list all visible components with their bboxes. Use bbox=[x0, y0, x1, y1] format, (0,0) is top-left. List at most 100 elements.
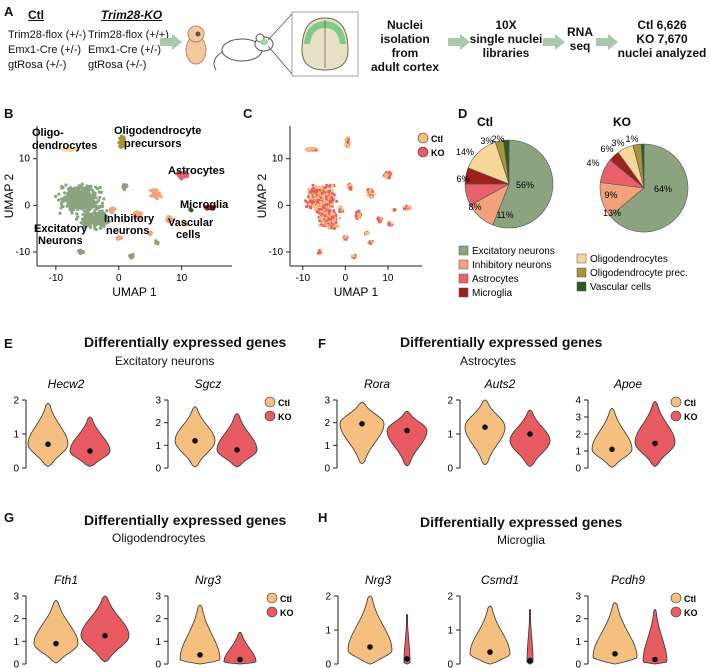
ctl-genotype-title: Ctl bbox=[28, 8, 44, 22]
violin-y-tick-label: 2 bbox=[324, 418, 330, 429]
panel-letter-h: H bbox=[318, 510, 328, 525]
violin-shape bbox=[339, 401, 385, 464]
umap-cell-point bbox=[84, 187, 88, 191]
violin-y-tick-label: 2 bbox=[447, 396, 453, 407]
workflow-step-line: libraries bbox=[482, 46, 530, 60]
umap-cell-point bbox=[133, 214, 137, 218]
umap-cell-point bbox=[153, 191, 157, 195]
ctl-genotype-line: Emx1-Cre (+/-) bbox=[8, 44, 82, 56]
ko-genotype-title: Trim28-KO bbox=[101, 8, 163, 22]
umap-cell-point bbox=[69, 198, 73, 203]
umap-cell-point bbox=[61, 204, 65, 209]
workflow-step-line: RNA bbox=[567, 25, 593, 39]
umap-cell-point bbox=[98, 195, 102, 199]
umap-cell-point bbox=[100, 210, 104, 214]
umap-cell-point bbox=[85, 217, 89, 221]
violin-shape bbox=[642, 609, 668, 665]
umap-cell-point bbox=[203, 205, 207, 209]
umap-cell-point bbox=[211, 206, 215, 210]
workflow-step-line: seq bbox=[569, 39, 591, 53]
legend-label: KO bbox=[684, 412, 698, 422]
violin-median-point bbox=[87, 448, 93, 454]
violin-median-point bbox=[612, 651, 618, 657]
panel-letter-a: A bbox=[4, 4, 14, 19]
umap-cell-point bbox=[90, 221, 94, 225]
umap-cell-point bbox=[110, 206, 114, 210]
umap-cell-point bbox=[91, 215, 95, 219]
violin-gene-label: Csmd1 bbox=[481, 573, 519, 587]
umap-cell-point bbox=[117, 235, 121, 239]
violin-gene-label: Auts2 bbox=[484, 377, 516, 391]
umap-cell-point bbox=[95, 219, 99, 223]
violin-median-point bbox=[102, 632, 108, 639]
violin-y-tick-label: 0 bbox=[575, 660, 581, 668]
violin-y-tick-label: 0 bbox=[447, 464, 453, 475]
umap-cell-point bbox=[78, 185, 82, 189]
arrow-icon bbox=[448, 34, 470, 50]
violin-shape bbox=[464, 399, 506, 465]
legend-swatch bbox=[264, 410, 276, 422]
violin-median-point bbox=[234, 447, 240, 453]
violin-shape bbox=[591, 408, 633, 468]
umap-cell-point bbox=[66, 196, 70, 200]
umap-cell-point bbox=[89, 218, 93, 222]
umap-cell-point bbox=[74, 186, 78, 190]
umap-cell-point bbox=[92, 221, 96, 225]
violin-median-point bbox=[404, 427, 410, 434]
umap-cell-point bbox=[102, 224, 106, 228]
workflow-step-line: Nuclei isolation bbox=[380, 18, 430, 46]
umap-cell-point bbox=[84, 193, 88, 197]
violin-y-tick-label: 2 bbox=[575, 430, 581, 441]
legend-label: KO bbox=[684, 608, 698, 618]
umap-cell-point bbox=[149, 188, 153, 193]
violin-y-tick-label: 4 bbox=[575, 396, 581, 407]
violin-y-tick-label: 3 bbox=[575, 592, 581, 603]
violin-y-tick-label: 1 bbox=[325, 626, 331, 637]
umap-cell-point bbox=[67, 202, 71, 206]
violin-shape bbox=[469, 605, 511, 665]
panel-letter-d: D bbox=[458, 106, 468, 121]
umap-cell-point bbox=[98, 226, 102, 230]
umap-cell-point bbox=[179, 171, 183, 175]
violin-median-point bbox=[487, 649, 493, 655]
violin-shape bbox=[216, 413, 258, 468]
workflow-step-nuclei-isolation: Nuclei isolation from adult cortex bbox=[362, 18, 448, 74]
umap-cell-point bbox=[155, 193, 159, 197]
violin-median-point bbox=[404, 656, 410, 662]
umap-cell-point bbox=[102, 197, 106, 201]
legend-swatch bbox=[670, 606, 682, 618]
arrow-icon bbox=[596, 34, 618, 50]
umap-cell-point bbox=[79, 221, 83, 225]
umap-cell-point bbox=[60, 184, 64, 188]
ko-genotype-line: Trim28-flox (+/+) bbox=[88, 29, 169, 41]
umap-cell-point bbox=[64, 183, 68, 187]
umap-cell-point bbox=[93, 191, 97, 195]
violin-median-point bbox=[652, 656, 658, 663]
umap-cell-point bbox=[152, 193, 156, 197]
legend-swatch bbox=[266, 592, 278, 604]
violin-y-tick-label: 1 bbox=[575, 637, 581, 648]
violin-gene-label: Nrg3 bbox=[195, 573, 221, 587]
umap-cell-point bbox=[58, 211, 62, 215]
violin-y-tick-label: 2 bbox=[575, 614, 581, 625]
umap-cell-point bbox=[70, 188, 74, 192]
umap-cell-point bbox=[94, 204, 98, 208]
umap-cell-point bbox=[63, 191, 67, 195]
umap-cell-point bbox=[139, 211, 143, 215]
violin-shape bbox=[634, 401, 676, 467]
umap-cell-point bbox=[99, 223, 103, 227]
umap-cell-point bbox=[105, 209, 109, 213]
umap-cell-point bbox=[56, 198, 61, 202]
brain-section-icon bbox=[291, 11, 359, 77]
workflow-step-line: adult cortex bbox=[370, 60, 439, 74]
umap-cell-point bbox=[88, 185, 92, 189]
violin-gene-label: Rora bbox=[364, 377, 390, 391]
violin-gene-label: Nrg3 bbox=[365, 573, 391, 587]
mouse-icon bbox=[213, 33, 274, 71]
violin-shape bbox=[33, 600, 79, 664]
umap-cell-point bbox=[67, 194, 71, 198]
violin-y-tick-label: 0 bbox=[155, 464, 161, 475]
violin-y-tick-label: 1 bbox=[13, 637, 19, 648]
